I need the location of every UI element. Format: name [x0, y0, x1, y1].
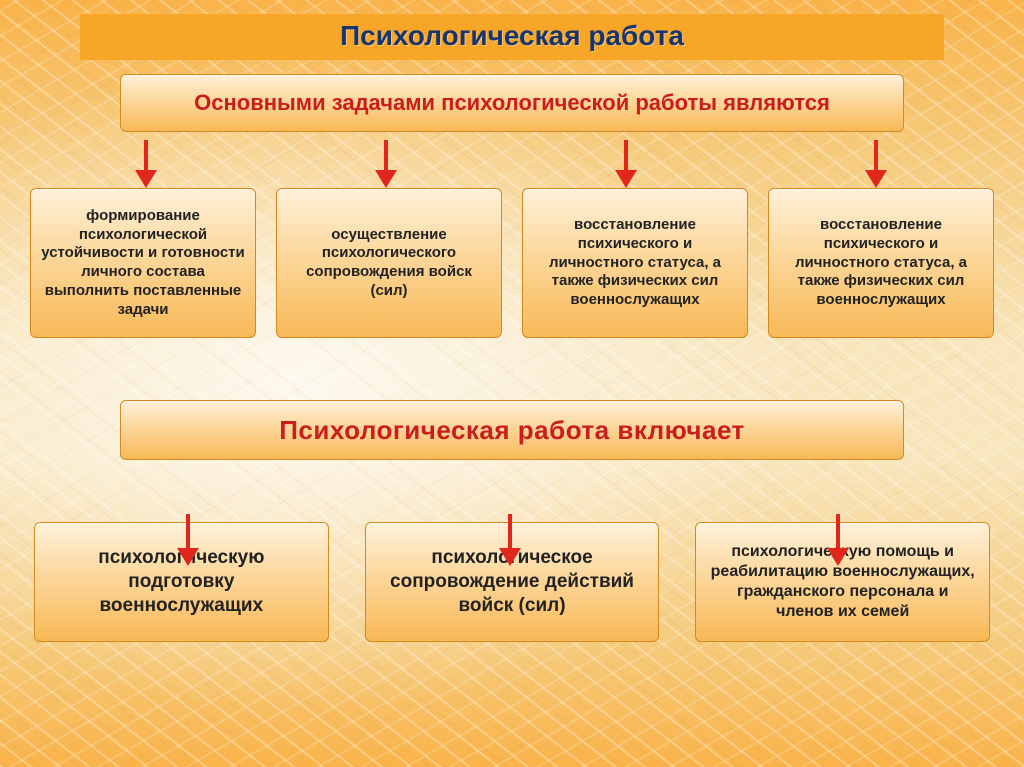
task-text: восстановление психического и личностног… — [533, 216, 737, 310]
task-text: восстановление психического и личностног… — [779, 216, 983, 310]
task-box-1: формирование психологической устойчивост… — [30, 188, 256, 338]
task-box-2: осуществление психологического сопровожд… — [276, 188, 502, 338]
include-box-3: психологическую помощь и реабилитацию во… — [695, 522, 990, 642]
include-text: психологическое сопровождение действий в… — [376, 546, 649, 617]
include-text: психологическую подготовку военнослужащи… — [45, 546, 318, 617]
includes-header-text: Психологическая работа включает — [279, 415, 745, 446]
diagram-root: Психологическая работа Основными задачам… — [0, 0, 1024, 767]
tasks-header-text: Основными задачами психологической работ… — [194, 90, 830, 116]
tasks-header-panel: Основными задачами психологической работ… — [120, 74, 904, 132]
include-box-1: психологическую подготовку военнослужащи… — [34, 522, 329, 642]
includes-header-panel: Психологическая работа включает — [120, 400, 904, 460]
task-box-3: восстановление психического и личностног… — [522, 188, 748, 338]
task-box-4: восстановление психического и личностног… — [768, 188, 994, 338]
task-text: осуществление психологического сопровожд… — [287, 226, 491, 301]
include-box-2: психологическое сопровождение действий в… — [365, 522, 660, 642]
include-text: психологическую помощь и реабилитацию во… — [706, 542, 979, 622]
includes-row: психологическую подготовку военнослужащи… — [30, 522, 994, 642]
task-text: формирование психологической устойчивост… — [41, 207, 245, 320]
main-title-text: Психологическая работа — [340, 20, 684, 51]
main-title-bar: Психологическая работа — [80, 14, 944, 60]
tasks-row: формирование психологической устойчивост… — [30, 188, 994, 338]
